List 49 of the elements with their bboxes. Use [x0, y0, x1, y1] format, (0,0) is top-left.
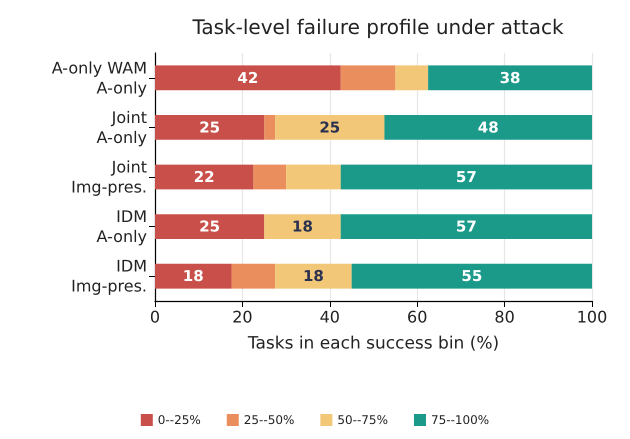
x-axis-title: Tasks in each success bin (%) [246, 334, 500, 354]
legend-label: 75--100% [430, 413, 490, 427]
legend-label: 0--25% [158, 413, 201, 427]
data-label: 18 [302, 267, 324, 286]
bar [384, 115, 592, 140]
data-label: 25 [199, 218, 220, 236]
bar [340, 214, 592, 239]
data-label: 55 [461, 267, 482, 286]
bar [340, 164, 592, 190]
x-tick-label: 60 [407, 308, 428, 326]
data-label: 42 [237, 68, 258, 87]
data-label: 18 [182, 267, 204, 286]
bar [155, 214, 264, 239]
data-label: 25 [199, 118, 220, 136]
bar [155, 115, 264, 140]
x-tick-label: 20 [232, 308, 253, 326]
data-label: 22 [194, 168, 215, 186]
data-label: 57 [456, 168, 477, 186]
bar [264, 214, 341, 239]
bar [340, 65, 396, 90]
bar [275, 115, 384, 140]
bar [264, 115, 276, 140]
data-label: 18 [292, 218, 313, 236]
data-label: 25 [319, 118, 340, 136]
legend-label: 25--50% [244, 413, 294, 427]
y-tick-label: A-only WAM A-only [52, 58, 147, 98]
bar [428, 65, 592, 90]
x-tick-label: 100 [576, 308, 608, 326]
y-tick-label: Joint Img-pres. [71, 158, 147, 196]
data-label: 48 [478, 118, 499, 136]
y-tick-label: IDM Img-pres. [71, 256, 147, 296]
data-label: 38 [500, 68, 520, 87]
data-label: 57 [456, 218, 477, 236]
bar [275, 264, 352, 289]
bar [352, 264, 592, 289]
bar [155, 164, 254, 190]
x-tick-label: 40 [320, 308, 340, 326]
x-tick-label: 0 [150, 308, 160, 326]
bar [395, 65, 428, 90]
bar [253, 164, 286, 190]
bar [155, 65, 341, 90]
y-tick-label: Joint A-only [96, 108, 147, 147]
y-tick-label: IDM A-only [96, 207, 147, 246]
x-tick-label: 80 [494, 308, 515, 326]
legend-label: 50--75% [337, 413, 388, 427]
chart-title: Task-level failure profile under attack [191, 15, 564, 39]
bar [155, 264, 232, 289]
bar [286, 164, 341, 190]
bar [231, 264, 276, 289]
